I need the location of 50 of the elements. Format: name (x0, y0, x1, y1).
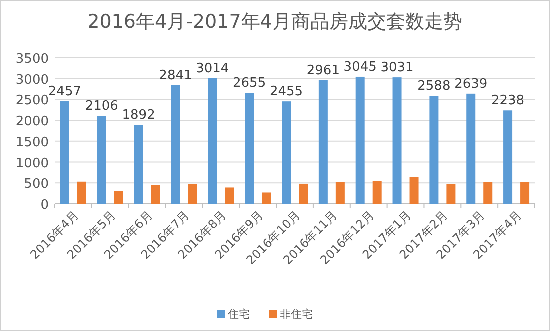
y-tick-label: 0 (40, 198, 49, 213)
data-label: 2841 (159, 68, 192, 84)
bar (299, 184, 308, 204)
legend-label: 住宅 (228, 308, 250, 321)
bar (504, 110, 513, 204)
y-tick-label: 1500 (16, 135, 49, 150)
data-label: 3045 (344, 60, 377, 75)
bar (446, 184, 456, 204)
data-label: 1892 (122, 108, 156, 124)
data-label: 2655 (233, 76, 266, 92)
data-label: 3014 (196, 61, 230, 76)
data-label: 3031 (380, 60, 414, 76)
bar (262, 192, 272, 204)
bar (225, 188, 234, 204)
legend-label: 非住宅 (280, 308, 313, 321)
bar (392, 78, 402, 204)
bar (484, 182, 493, 204)
y-tick-label: 2000 (16, 114, 49, 130)
bar (356, 76, 365, 204)
data-label: 2588 (418, 79, 451, 94)
data-label: 2961 (306, 63, 340, 78)
y-tick-label: 1000 (16, 156, 49, 172)
bar (60, 102, 70, 204)
bar (245, 93, 254, 204)
y-tick-label: 2500 (16, 94, 49, 109)
bar (520, 182, 530, 204)
bar (282, 102, 291, 204)
bar (466, 94, 476, 204)
chart-title: 2016年4月-2017年4月商品房成交套数走势 (88, 11, 462, 33)
bar (171, 85, 180, 204)
bar (188, 184, 198, 204)
bar (134, 125, 144, 204)
y-tick-label: 3000 (16, 72, 49, 88)
data-label: 2457 (48, 84, 82, 100)
bar (336, 182, 345, 204)
data-label: 2238 (491, 94, 525, 109)
bar (97, 116, 106, 204)
bar (410, 177, 419, 204)
data-label: 2639 (454, 76, 488, 92)
bar (77, 182, 86, 204)
bar (208, 78, 218, 204)
bar (114, 191, 124, 204)
data-label: 2455 (270, 84, 304, 100)
y-tick-label: 3500 (16, 52, 49, 67)
data-label: 2106 (85, 99, 118, 114)
bar (151, 185, 160, 204)
bar (372, 181, 382, 204)
bar (430, 96, 439, 204)
y-tick-label: 500 (24, 177, 49, 192)
bar (318, 80, 328, 204)
